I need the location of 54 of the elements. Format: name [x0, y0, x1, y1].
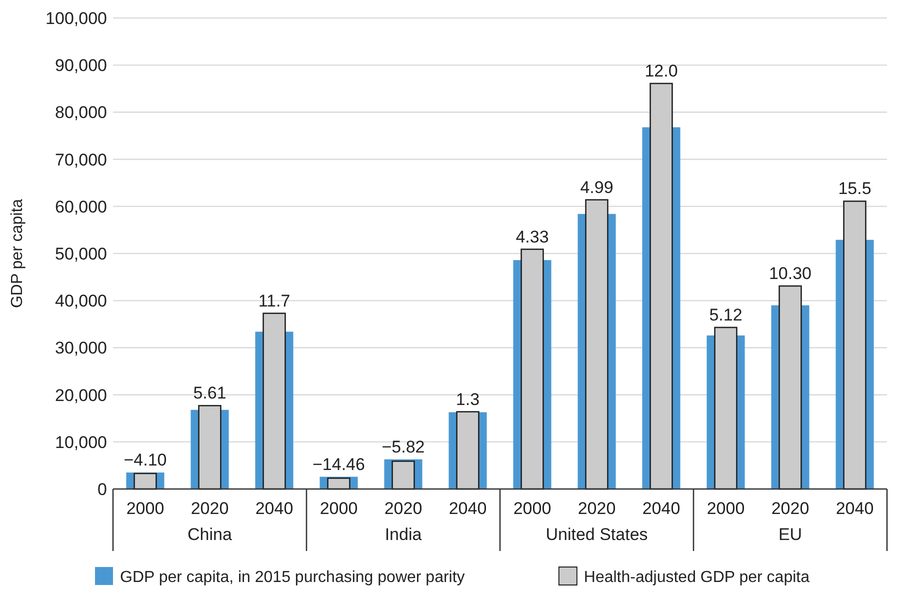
y-tick-label: 40,000 [55, 292, 107, 311]
text: EU [778, 525, 802, 544]
x-tick-label: 2000 [126, 499, 164, 518]
x-tick-label: 2000 [320, 499, 358, 518]
annotation: −14.46 [312, 454, 365, 474]
y-tick-label: 20,000 [55, 386, 107, 405]
bar [585, 199, 608, 490]
bar [778, 285, 802, 490]
annotation: 11.7 [258, 291, 290, 310]
y-tick-label: 30,000 [55, 338, 107, 358]
annotation: −5.82 [382, 437, 425, 456]
x-tick-label: 2020 [771, 499, 810, 518]
bar [456, 411, 480, 490]
y-tick-label: 90,000 [55, 56, 107, 76]
annotation: −4.10 [124, 450, 167, 470]
bar [198, 404, 222, 490]
y-axis-title: GDP per capita [9, 198, 26, 308]
legend-label: GDP per capita, in 2015 purchasing power parity [120, 569, 465, 586]
y-tick-label: 50,000 [55, 244, 107, 264]
y-tick-label: 10,000 [55, 432, 107, 452]
annotation: 4.33 [516, 227, 549, 246]
bar [262, 312, 286, 490]
bar [327, 478, 350, 490]
bar [392, 460, 415, 490]
x-tick-label: 2040 [255, 499, 294, 518]
x-tick-label: 2040 [836, 499, 874, 518]
text: India [384, 525, 422, 544]
bar [520, 248, 544, 490]
x-tick-label: 2040 [448, 499, 487, 518]
bar [134, 472, 157, 490]
x-tick-label: 2000 [513, 499, 552, 518]
bar [714, 326, 738, 490]
bar [650, 82, 673, 490]
legend-label: Health-adjusted GDP per capita [584, 569, 810, 586]
x-tick-label: 2040 [642, 499, 680, 518]
y-tick-label: 60,000 [55, 197, 107, 216]
x-tick-label: 2020 [384, 499, 422, 518]
annotation: 12.0 [644, 61, 678, 80]
text: China [188, 525, 232, 544]
bar [843, 200, 866, 490]
annotation: 1.3 [456, 390, 480, 409]
x-tick-label: 2020 [578, 499, 616, 518]
annotation: 15.5 [838, 179, 872, 198]
y-tick-label: 0 [98, 480, 107, 499]
x-tick-label: 2000 [706, 499, 745, 518]
annotation: 10.30 [768, 264, 812, 283]
annotation: 5.61 [193, 384, 226, 403]
text: United States [546, 525, 648, 544]
y-tick-label: 100,000 [46, 8, 107, 28]
annotation: 4.99 [580, 178, 614, 197]
annotation: 5.12 [709, 305, 742, 324]
y-tick-label: 70,000 [55, 150, 107, 170]
x-tick-label: 2020 [190, 499, 229, 518]
y-tick-label: 80,000 [55, 103, 107, 122]
